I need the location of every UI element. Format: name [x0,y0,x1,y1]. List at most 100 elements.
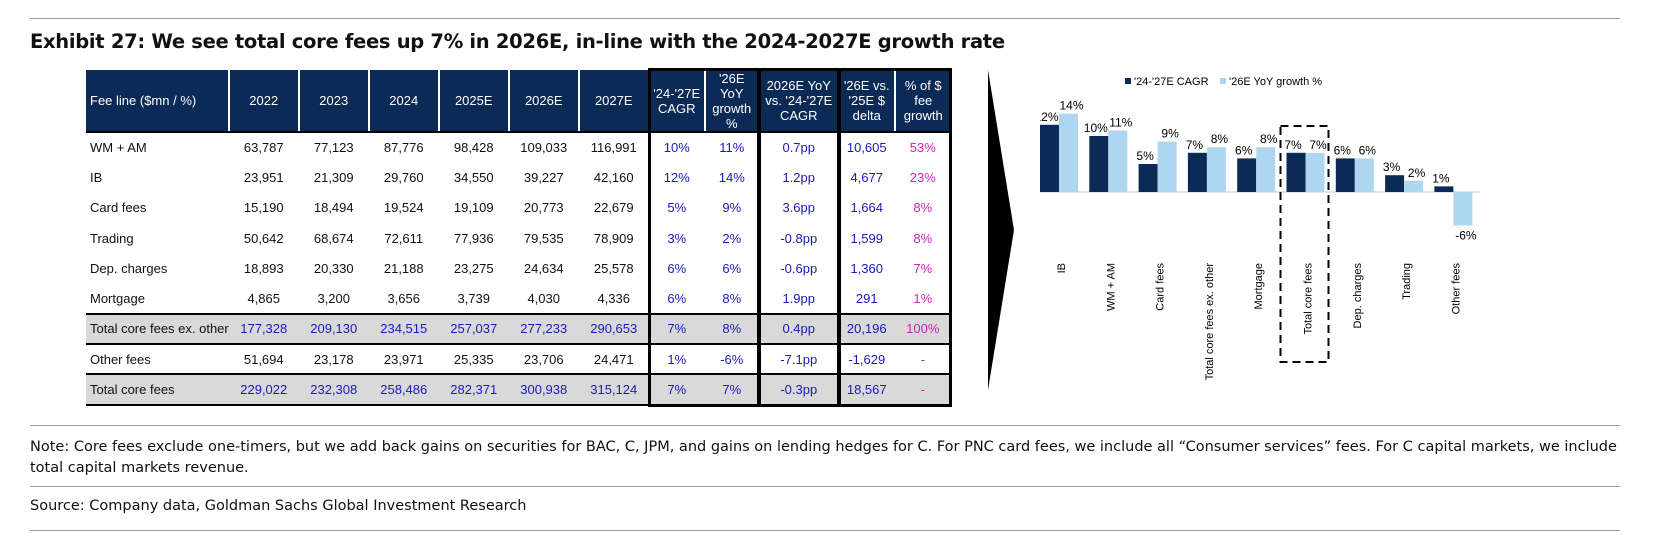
row-label: Trading [90,230,134,246]
bar-cagr [1434,186,1454,192]
table-cell: 6% [667,260,687,276]
table-cell: 257,037 [438,312,509,346]
table-cell: 14% [718,169,745,185]
table-row: Dep. charges 18,893 20,330 21,188 23,275 24,6… [86,253,951,283]
table-cell: 9% [722,200,742,216]
arrow-shape [988,70,1014,390]
row-label: Total core fees ex. other [86,312,229,346]
table-cell: 23,706 [523,351,564,367]
table-cell: 1% [667,351,687,367]
row-label: Total core fees [86,373,229,406]
table-cell: 53% [909,140,936,156]
table-cell: 15,190 [243,200,284,216]
bottom-rule [30,530,1620,531]
table-cell: 3,656 [387,290,421,306]
category-label: IB [1056,263,1068,273]
data-label: 6% [1334,143,1352,157]
table-cell: 24,634 [523,260,564,276]
table-cell: 21,309 [313,169,354,185]
category-label: WM + AM [1105,263,1117,311]
table-cell: 42,160 [593,169,634,185]
bar-yoy [1305,152,1325,192]
legend-label: '26E YoY growth % [1229,76,1322,88]
table-cell: 51,694 [243,351,284,367]
table-cell: 0.4pp [758,312,839,346]
legend-label: '24-'27E CAGR [1134,76,1209,88]
data-label: 10% [1084,121,1108,135]
table-cell: 19,109 [453,200,494,216]
table-cell: -1,629 [848,351,886,367]
source-text: Source: Company data, Goldman Sachs Glob… [30,498,527,514]
table-cell: 10% [663,140,690,156]
table-cell: 79,535 [523,230,564,246]
bar-cagr [1385,175,1405,192]
table-header-cell: 2023 [297,70,369,133]
table-cell: 98,428 [453,140,494,156]
row-label: Other fees [90,351,151,367]
table-cell: 29,760 [383,169,424,185]
table-row: Card fees 15,190 18,494 19,524 19,109 20,773 2… [86,193,951,223]
table-cell: 229,022 [228,373,299,406]
table-row: Other fees 51,694 23,178 23,971 25,335 23,706… [86,344,951,374]
table-cell: 8% [913,230,933,246]
category-label: Trading [1401,263,1413,300]
data-label: 14% [1059,99,1083,113]
table-cell: 77,936 [453,230,494,246]
table-cell: 1,599 [850,230,884,246]
top-rule [30,18,1620,19]
table-row: Mortgage 4,865 3,200 3,656 3,739 4,030 4,336 6%… [86,283,951,313]
row-label: WM + AM [90,140,147,156]
table-cell: 18,893 [243,260,284,276]
data-label: 12% [1040,110,1059,124]
note-text: Note: Core fees exclude one-timers, but … [30,439,1617,476]
table-cell: 290,653 [578,312,649,346]
bar-yoy [1453,192,1473,226]
table-cell: 0.7pp [782,140,816,156]
table-cell: 282,371 [438,373,509,406]
bar-cagr [1335,158,1355,192]
table-cell: 23,971 [383,351,424,367]
data-label: 7% [1186,138,1204,152]
table-cell: 1.9pp [782,290,816,306]
table-cell: 3,200 [317,290,351,306]
exhibit-title: Exhibit 27: We see total core fees up 7%… [30,30,1005,53]
table-cell: 34,550 [453,169,494,185]
bar-cagr [1237,158,1257,192]
bar-cagr [1138,164,1158,192]
category-label: Total core fees ex. other [1204,263,1216,381]
table-cell: 177,328 [228,312,299,346]
bar-yoy [1256,147,1276,192]
table-cell: 116,991 [590,140,637,156]
data-label: 8% [1260,132,1278,146]
table-cell: 4,677 [850,169,884,185]
table-cell: - [894,373,951,406]
table-cell: 8% [722,290,742,306]
data-label: 1% [1432,171,1450,185]
data-label: 9% [1161,127,1179,141]
table-header-cell: '26E YoY growth % [703,70,759,133]
table-cell: 6% [667,290,687,306]
table-cell: 11% [719,140,745,156]
table-cell: 209,130 [298,312,369,346]
fee-table-wrap: Fee line ($mn / %) 2022 2023 2024 2025E 2026E… [86,68,952,407]
table-cell: 1,664 [850,200,884,216]
table-header-cell: 2022 [227,70,299,133]
table-header-cell: '24-'27E CAGR [647,70,705,133]
table-cell: 3.6pp [782,200,816,216]
table-cell: 4,336 [597,290,631,306]
table-cell: 300,938 [508,373,579,406]
table-cell: 18,567 [838,373,895,406]
row-label: IB [90,169,103,185]
table-cell: 78,909 [593,230,634,246]
data-label: -6% [1455,229,1477,243]
table-cell: 12% [663,169,690,185]
bar-cagr [1286,152,1306,192]
table-cell: 234,515 [368,312,439,346]
table-cell: 23,275 [453,260,494,276]
bar-cagr [1187,152,1207,192]
data-label: 3% [1383,160,1401,174]
table-cell: 20,330 [313,260,354,276]
data-label: 6% [1359,143,1377,157]
table-cell: -7.1pp [780,351,818,367]
source-rule [30,486,1620,487]
